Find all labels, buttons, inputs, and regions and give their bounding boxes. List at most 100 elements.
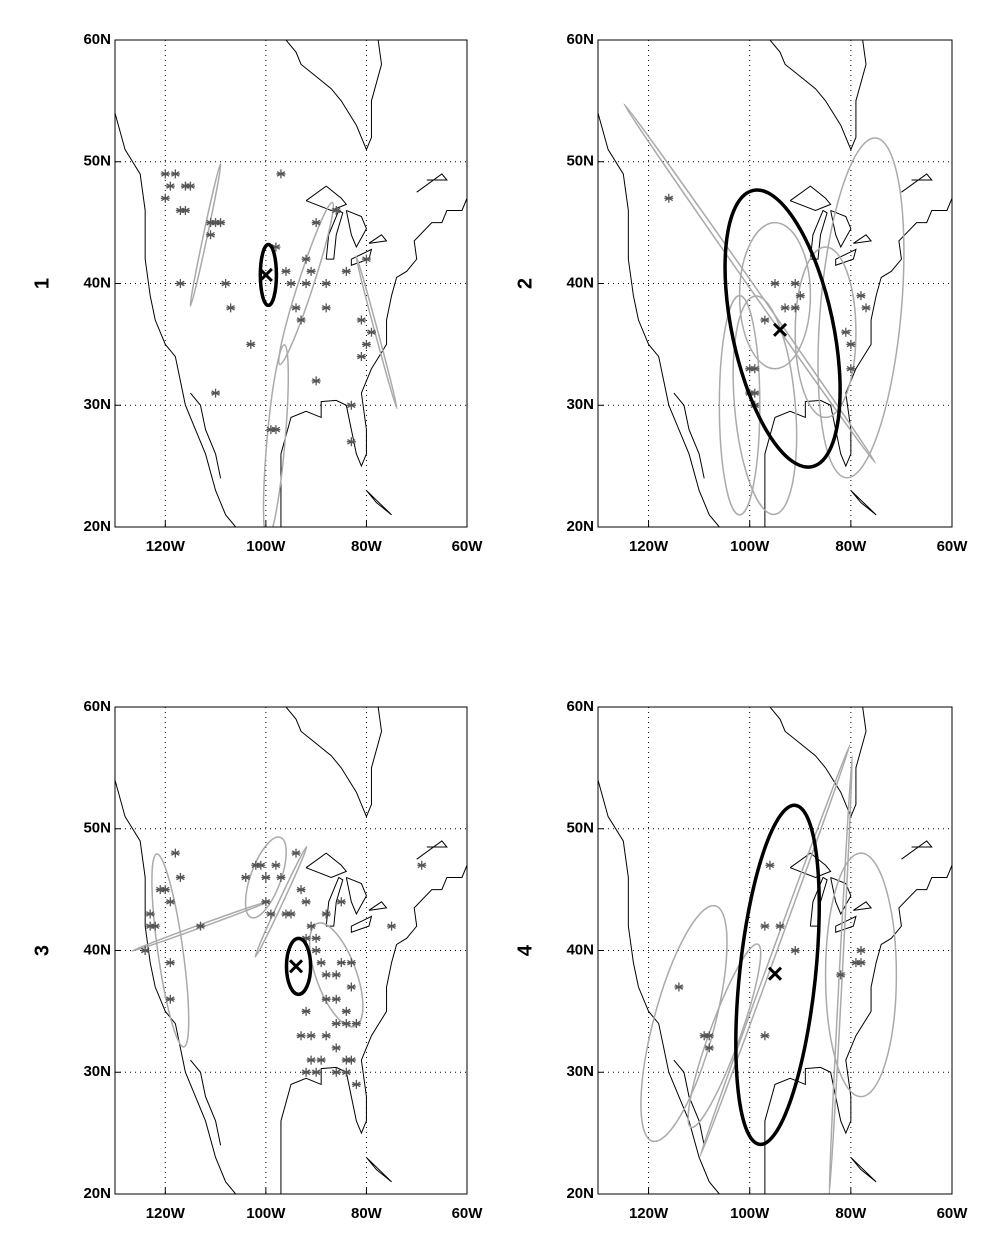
x-tick-label: 80W — [351, 538, 383, 555]
station-marker — [331, 1019, 341, 1029]
station-marker — [346, 982, 356, 992]
member-ellipse — [687, 943, 762, 1129]
coastline — [853, 901, 873, 911]
station-marker — [760, 315, 770, 325]
mean-ellipse — [284, 936, 313, 997]
station-marker — [856, 958, 866, 968]
station-marker — [165, 181, 175, 191]
station-marker — [316, 958, 326, 968]
station-marker — [387, 921, 397, 931]
station-marker — [331, 970, 341, 980]
station-marker — [851, 958, 861, 968]
plot-area — [115, 40, 467, 527]
station-marker — [306, 921, 316, 931]
station-marker — [331, 205, 341, 215]
station-marker — [745, 364, 755, 374]
coastline — [673, 392, 705, 479]
x-tick-label: 120W — [146, 538, 186, 555]
mean-ellipse — [723, 188, 842, 469]
station-marker — [211, 218, 221, 228]
station-marker — [770, 279, 780, 288]
station-marker — [861, 303, 871, 313]
station-marker — [346, 437, 356, 447]
station-marker — [321, 279, 331, 288]
map-panel: 120W 100W 80W 60W 20N 30N 40N 50N 60N 4 — [514, 698, 968, 1222]
station-marker — [351, 1079, 361, 1089]
x-tick-label: 100W — [730, 1205, 770, 1222]
coastline — [366, 490, 392, 516]
station-marker — [266, 425, 276, 435]
member-ellipse — [308, 922, 364, 1028]
member-ellipse — [355, 255, 398, 410]
station-marker — [155, 885, 165, 895]
station-marker — [790, 303, 800, 313]
station-marker — [296, 1031, 306, 1041]
station-marker — [760, 1031, 770, 1041]
coastline — [305, 185, 348, 211]
mean-marker — [288, 959, 304, 974]
y-tick-label: 40N — [566, 941, 594, 958]
coastline — [285, 40, 383, 151]
station-marker — [306, 266, 316, 276]
station-marker — [417, 860, 427, 870]
coastline — [305, 852, 348, 878]
station-marker — [361, 339, 371, 349]
coastline — [325, 876, 344, 927]
coastline — [190, 1059, 222, 1146]
station-marker — [301, 897, 311, 907]
station-marker — [140, 946, 150, 955]
coastline — [285, 707, 383, 818]
station-marker — [856, 291, 866, 301]
coastline — [673, 1059, 705, 1146]
station-marker — [165, 994, 175, 1004]
station-marker — [256, 860, 266, 870]
coastline — [789, 185, 832, 211]
station-marker — [790, 946, 800, 955]
member-ellipse — [278, 201, 335, 366]
station-marker — [145, 921, 155, 931]
plot-frame — [114, 706, 468, 1195]
station-marker — [331, 994, 341, 1004]
coastline — [853, 234, 873, 244]
coastline — [764, 864, 952, 1194]
member-ellipse — [623, 103, 877, 464]
station-marker — [306, 1031, 316, 1041]
station-marker — [664, 193, 674, 203]
station-marker — [211, 388, 221, 398]
station-marker — [241, 872, 251, 882]
station-marker — [160, 193, 170, 203]
station-marker — [160, 169, 170, 179]
y-tick-label: 60N — [83, 31, 111, 48]
station-marker — [780, 303, 790, 313]
plot-area — [598, 40, 952, 527]
y-tick-label: 50N — [83, 820, 111, 837]
y-tick-label: 50N — [83, 153, 111, 170]
station-marker — [271, 242, 281, 252]
coastline — [368, 234, 388, 244]
x-tick-label: 60W — [452, 538, 484, 555]
x-tick-label: 60W — [937, 538, 969, 555]
coastline — [850, 490, 877, 516]
coastline — [345, 209, 367, 249]
station-marker — [281, 909, 291, 919]
coastline — [901, 840, 933, 860]
station-marker — [180, 181, 190, 191]
station-marker — [286, 909, 296, 919]
station-marker — [356, 352, 366, 362]
map-panel: 120W 100W 80W 60W 20N 30N 40N 50N 60N 2 — [514, 31, 969, 555]
station-marker — [760, 921, 770, 931]
station-marker — [296, 885, 306, 895]
x-tick-label: 100W — [730, 538, 770, 555]
y-tick-label: 40N — [566, 274, 594, 291]
plot-frame — [114, 39, 468, 528]
plot-area — [115, 707, 467, 1194]
station-marker — [185, 181, 195, 191]
coastline — [598, 778, 720, 1194]
station-marker — [331, 1043, 341, 1053]
station-marker — [321, 1031, 331, 1041]
station-marker — [301, 279, 311, 288]
x-tick-label: 60W — [452, 1205, 484, 1222]
coastline — [901, 173, 933, 193]
y-tick-label: 20N — [566, 518, 594, 535]
member-ellipse — [794, 246, 857, 419]
